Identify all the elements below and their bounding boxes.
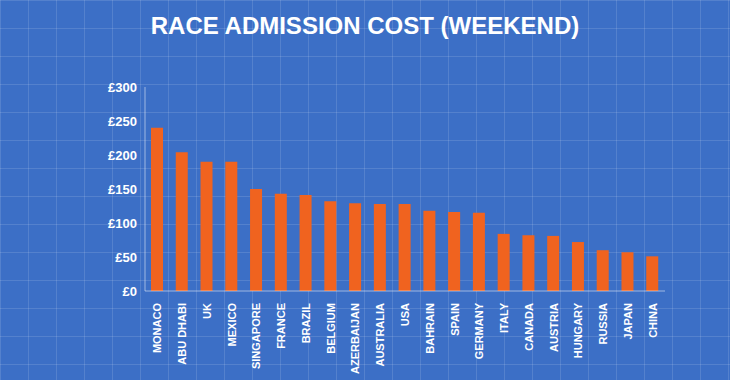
svg-text:£300: £300 <box>108 80 137 95</box>
svg-text:£150: £150 <box>108 182 137 197</box>
svg-text:CHINA: CHINA <box>647 303 659 338</box>
svg-text:ITALY: ITALY <box>498 302 510 333</box>
svg-text:AUSTRALIA: AUSTRALIA <box>374 303 386 367</box>
svg-text:SPAIN: SPAIN <box>449 303 461 336</box>
svg-text:JAPAN: JAPAN <box>622 303 634 340</box>
svg-text:BAHRAIN: BAHRAIN <box>424 303 436 354</box>
svg-text:£50: £50 <box>115 250 137 265</box>
svg-text:HUNGARY: HUNGARY <box>572 302 584 358</box>
svg-text:USA: USA <box>399 303 411 326</box>
svg-text:GERMANY: GERMANY <box>473 302 485 359</box>
svg-text:MEXICO: MEXICO <box>226 303 238 347</box>
svg-text:AUSTRIA: AUSTRIA <box>548 303 560 352</box>
svg-text:BELGIUM: BELGIUM <box>325 303 337 354</box>
svg-text:£100: £100 <box>108 216 137 231</box>
html-text:RACE ADMISSION COST (WEEKEND): RACE ADMISSION COST (WEEKEND) <box>150 12 580 39</box>
svg-text:CANADA: CANADA <box>523 303 535 351</box>
svg-text:MONACO: MONACO <box>151 303 163 354</box>
svg-text:£0: £0 <box>123 284 137 299</box>
svg-text:RUSSIA: RUSSIA <box>597 303 609 345</box>
svg-text:£200: £200 <box>108 148 137 163</box>
svg-text:£250: £250 <box>108 114 137 129</box>
svg-text:SINGAPORE: SINGAPORE <box>250 303 262 369</box>
svg-text:ABU DHABI: ABU DHABI <box>176 303 188 365</box>
svg-text:FRANCE: FRANCE <box>275 303 287 349</box>
svg-text:BRAZIL: BRAZIL <box>300 303 312 344</box>
svg-text:AZERBAIJAN: AZERBAIJAN <box>349 303 361 374</box>
svg-text:UK: UK <box>201 303 213 319</box>
